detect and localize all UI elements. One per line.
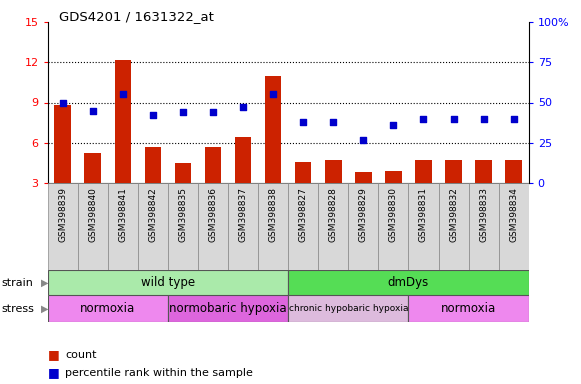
Bar	[55, 105, 71, 183]
Text: GSM398827: GSM398827	[299, 187, 308, 242]
Bar	[295, 162, 311, 183]
Bar	[258, 183, 288, 270]
Bar	[228, 183, 258, 270]
Point	[509, 116, 518, 122]
Text: GSM398842: GSM398842	[148, 187, 157, 242]
Bar	[408, 183, 439, 270]
Text: strain: strain	[1, 278, 33, 288]
Bar	[385, 171, 401, 183]
Bar	[288, 270, 529, 295]
Bar	[349, 183, 378, 270]
Point	[58, 99, 67, 106]
Text: wild type: wild type	[141, 276, 195, 289]
Bar	[168, 295, 288, 322]
Bar	[439, 183, 469, 270]
Point	[299, 119, 308, 125]
Text: GSM398828: GSM398828	[329, 187, 338, 242]
Text: ▶: ▶	[41, 303, 48, 313]
Bar	[84, 154, 101, 183]
Bar	[325, 160, 342, 183]
Text: GSM398831: GSM398831	[419, 187, 428, 242]
Bar	[415, 160, 432, 183]
Bar	[288, 295, 408, 322]
Bar	[288, 183, 318, 270]
Bar	[445, 160, 462, 183]
Text: GSM398841: GSM398841	[119, 187, 127, 242]
Bar	[408, 295, 529, 322]
Bar	[498, 183, 529, 270]
Text: ■: ■	[48, 366, 59, 379]
Text: GSM398840: GSM398840	[88, 187, 97, 242]
Bar	[78, 183, 108, 270]
Text: count: count	[65, 350, 96, 360]
Text: GSM398834: GSM398834	[509, 187, 518, 242]
Bar	[355, 172, 372, 183]
Text: GSM398832: GSM398832	[449, 187, 458, 242]
Text: GDS4201 / 1631322_at: GDS4201 / 1631322_at	[59, 10, 214, 23]
Text: GSM398839: GSM398839	[58, 187, 67, 242]
Bar	[475, 160, 492, 183]
Point	[449, 116, 458, 122]
Bar	[378, 183, 408, 270]
Text: GSM398830: GSM398830	[389, 187, 398, 242]
Bar	[175, 163, 191, 183]
Text: GSM398829: GSM398829	[359, 187, 368, 242]
Bar	[198, 183, 228, 270]
Bar	[505, 160, 522, 183]
Text: normoxia: normoxia	[441, 302, 496, 315]
Point	[118, 91, 127, 98]
Text: GSM398835: GSM398835	[178, 187, 188, 242]
Text: percentile rank within the sample: percentile rank within the sample	[65, 368, 253, 378]
Bar	[114, 60, 131, 183]
Point	[238, 104, 248, 111]
Bar	[168, 183, 198, 270]
Text: chronic hypobaric hypoxia: chronic hypobaric hypoxia	[289, 304, 408, 313]
Text: normoxia: normoxia	[80, 302, 135, 315]
Text: GSM398838: GSM398838	[268, 187, 278, 242]
Bar	[138, 183, 168, 270]
Text: dmDys: dmDys	[388, 276, 429, 289]
Text: GSM398837: GSM398837	[239, 187, 248, 242]
Point	[148, 112, 157, 118]
Bar	[48, 270, 288, 295]
Text: stress: stress	[1, 303, 34, 313]
Text: ■: ■	[48, 349, 59, 361]
Point	[88, 108, 98, 114]
Bar	[235, 137, 252, 183]
Point	[329, 119, 338, 125]
Text: GSM398836: GSM398836	[209, 187, 217, 242]
Bar	[48, 295, 168, 322]
Text: normobaric hypoxia: normobaric hypoxia	[169, 302, 287, 315]
Point	[209, 109, 218, 115]
Bar	[468, 183, 498, 270]
Point	[178, 109, 188, 115]
Text: ▶: ▶	[41, 278, 48, 288]
Bar	[48, 183, 78, 270]
Bar	[318, 183, 349, 270]
Point	[389, 122, 398, 128]
Point	[479, 116, 488, 122]
Point	[268, 91, 278, 98]
Bar	[205, 147, 221, 183]
Bar	[265, 76, 281, 183]
Text: GSM398833: GSM398833	[479, 187, 488, 242]
Bar	[145, 147, 161, 183]
Point	[358, 136, 368, 142]
Bar	[108, 183, 138, 270]
Point	[419, 116, 428, 122]
